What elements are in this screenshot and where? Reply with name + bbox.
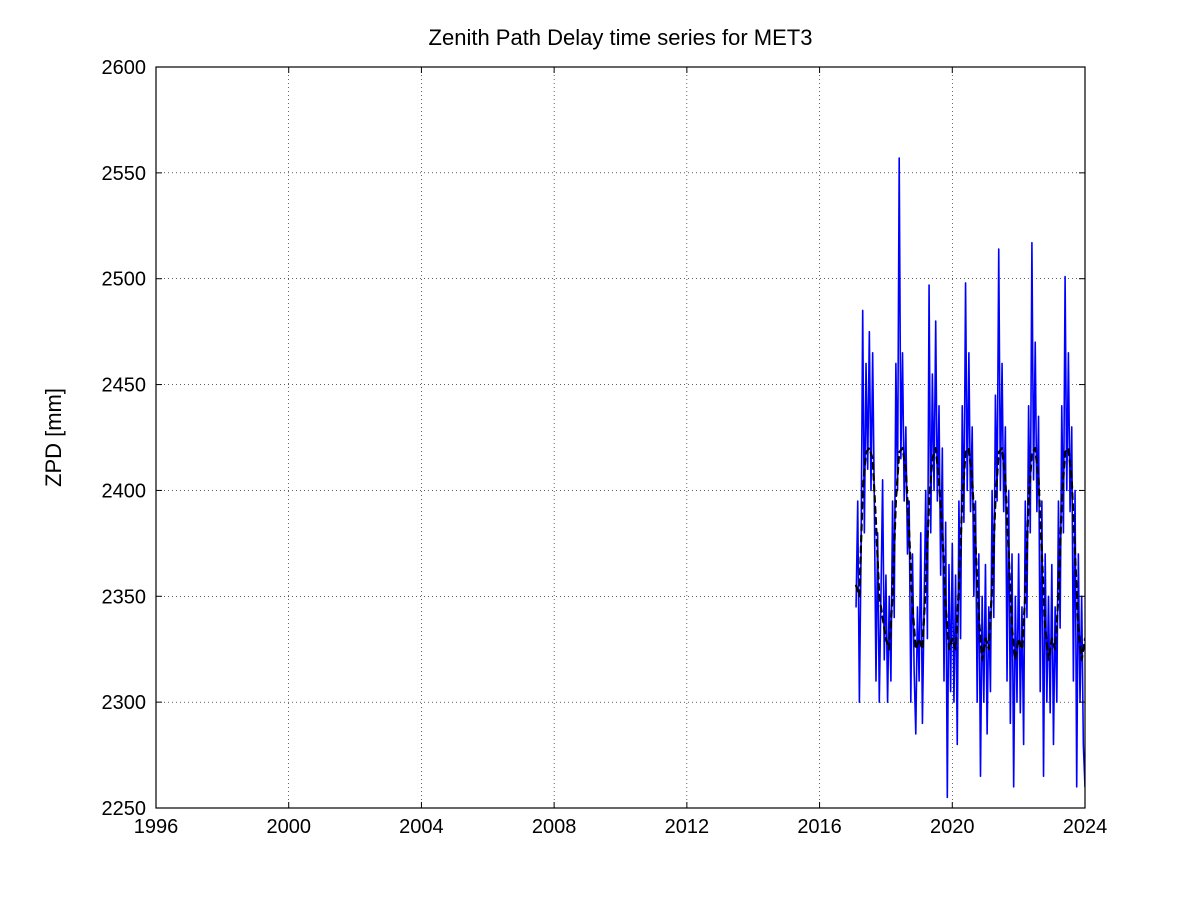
ytick-label: 2250 [102, 798, 147, 820]
ytick-label: 2550 [102, 163, 147, 185]
ytick-label: 2600 [102, 57, 147, 79]
xtick-label: 2016 [797, 816, 842, 838]
xtick-label: 2004 [399, 816, 444, 838]
xtick-label: 2024 [1063, 816, 1108, 838]
xtick-label: 2000 [266, 816, 311, 838]
xtick-label: 2020 [930, 816, 975, 838]
timeseries-chart: 1996200020042008201220162020202422502300… [0, 0, 1201, 901]
xtick-label: 2008 [532, 816, 577, 838]
chart-container: 1996200020042008201220162020202422502300… [0, 0, 1201, 901]
ytick-label: 2450 [102, 375, 147, 397]
ytick-label: 2400 [102, 480, 147, 502]
plot-area-bg [156, 67, 1085, 808]
ytick-label: 2500 [102, 269, 147, 291]
chart-title: Zenith Path Delay time series for MET3 [429, 25, 813, 50]
xtick-label: 2012 [665, 816, 710, 838]
y-axis-label: ZPD [mm] [41, 388, 66, 487]
ytick-label: 2300 [102, 692, 147, 714]
ytick-label: 2350 [102, 586, 147, 608]
